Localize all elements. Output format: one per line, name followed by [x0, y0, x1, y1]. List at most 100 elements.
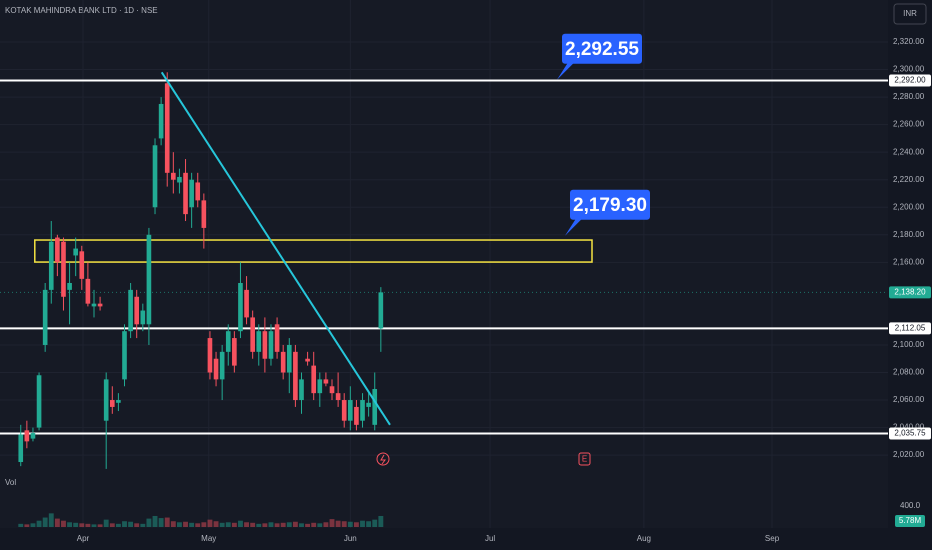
y-tick-label: 2,300.00 — [893, 65, 925, 74]
volume-bar — [207, 519, 213, 527]
candle-body — [219, 351, 225, 380]
candle-body — [195, 182, 201, 201]
volume-label: Vol — [5, 478, 16, 487]
candle-body — [335, 393, 341, 401]
y-tick-label: 2,200.00 — [893, 202, 925, 211]
candle-body — [280, 351, 286, 373]
candle-body — [238, 282, 243, 332]
callout-text: 2,179.30 — [573, 195, 647, 216]
candle-body — [372, 389, 378, 425]
volume-bar — [341, 521, 347, 527]
volume-tag — [895, 515, 925, 527]
volume-bar — [189, 522, 195, 527]
earnings-icon — [578, 452, 591, 466]
level-tag — [889, 74, 931, 87]
x-tick-label: Sep — [765, 534, 780, 543]
candle-body — [48, 241, 54, 290]
candle-body — [30, 433, 36, 439]
candle-body — [134, 296, 140, 325]
volume-bar — [274, 523, 280, 527]
y-tick-label: 2,100.00 — [893, 340, 925, 349]
currency: INR — [903, 9, 917, 18]
candle-body — [140, 310, 146, 325]
candle-body — [18, 434, 24, 463]
candle-body — [79, 251, 85, 279]
y-tick-label: 2,040.00 — [893, 423, 925, 432]
volume-bar — [317, 523, 323, 527]
candle-body — [378, 292, 384, 329]
x-tick-label: Apr — [77, 534, 90, 543]
candle-body — [311, 365, 317, 394]
candle-body — [213, 358, 219, 380]
volume-bar — [30, 523, 36, 527]
candle-body — [299, 379, 304, 401]
price-axis — [888, 0, 932, 550]
volume-bar — [213, 521, 219, 527]
volume-bar — [372, 519, 378, 527]
candle-body — [103, 379, 109, 421]
volume-bar — [299, 523, 304, 527]
volume-bar — [91, 524, 97, 527]
volume-bar — [36, 520, 42, 527]
candle-body — [36, 375, 42, 428]
candle-body — [360, 400, 365, 421]
candle-body — [164, 83, 170, 173]
candle-body — [244, 289, 249, 318]
candle-body — [305, 358, 310, 362]
volume-bar — [286, 522, 292, 527]
volume-bar — [244, 522, 250, 527]
candle-body — [293, 351, 298, 401]
candle-body — [24, 430, 30, 442]
plot — [0, 0, 888, 528]
volume-bar — [366, 521, 372, 527]
volume-bar — [183, 521, 188, 527]
trendline — [160, 71, 391, 426]
level-tag — [889, 322, 931, 335]
callout-text: 2,292.55 — [565, 39, 639, 60]
candle-body — [317, 379, 323, 394]
y-tick-label: 2,180.00 — [893, 230, 925, 239]
volume-bar — [292, 521, 298, 527]
candle-body — [42, 289, 48, 345]
volume-bar — [329, 519, 335, 527]
y-tick-label: 2,320.00 — [893, 37, 925, 46]
volume-bar — [61, 520, 66, 527]
candle-body — [268, 331, 274, 359]
volume-bar — [347, 521, 353, 527]
currency-box — [893, 3, 927, 25]
candle-body — [354, 406, 359, 425]
candle-body — [323, 379, 329, 384]
zone — [34, 239, 593, 263]
volume-bar — [42, 517, 48, 527]
y-tick-label: 2,080.00 — [893, 368, 925, 377]
volume-bar — [140, 523, 146, 527]
volume-bar — [262, 523, 268, 527]
volume-bar — [128, 521, 134, 527]
candle-body — [122, 331, 127, 380]
time-axis — [0, 528, 888, 550]
earnings-text: E — [582, 455, 587, 464]
candle-body — [347, 400, 353, 421]
y-tick-label: 2,240.00 — [893, 147, 925, 156]
volume-bar — [268, 522, 274, 527]
candle-body — [55, 237, 60, 263]
candle-body — [232, 338, 237, 366]
candle-body — [329, 386, 335, 394]
candle-body — [262, 331, 268, 359]
y-tick-label: 2,220.00 — [893, 175, 925, 184]
y-tick-label: 2,060.00 — [893, 395, 925, 404]
candle-body — [183, 172, 188, 215]
x-tick-label: May — [201, 534, 216, 543]
candle-body — [97, 303, 103, 307]
candle-body — [366, 402, 371, 407]
volume-bar — [250, 522, 256, 527]
event-icon — [376, 452, 390, 466]
last-price-tag-text: 2,138.20 — [894, 287, 926, 296]
volume-bar — [134, 523, 140, 527]
level-tag-text: 2,112.05 — [895, 323, 926, 332]
volume-bar — [353, 522, 359, 527]
x-tick-label: Aug — [637, 534, 651, 543]
x-tick-label: Jul — [485, 534, 495, 543]
callout-box — [562, 33, 642, 64]
